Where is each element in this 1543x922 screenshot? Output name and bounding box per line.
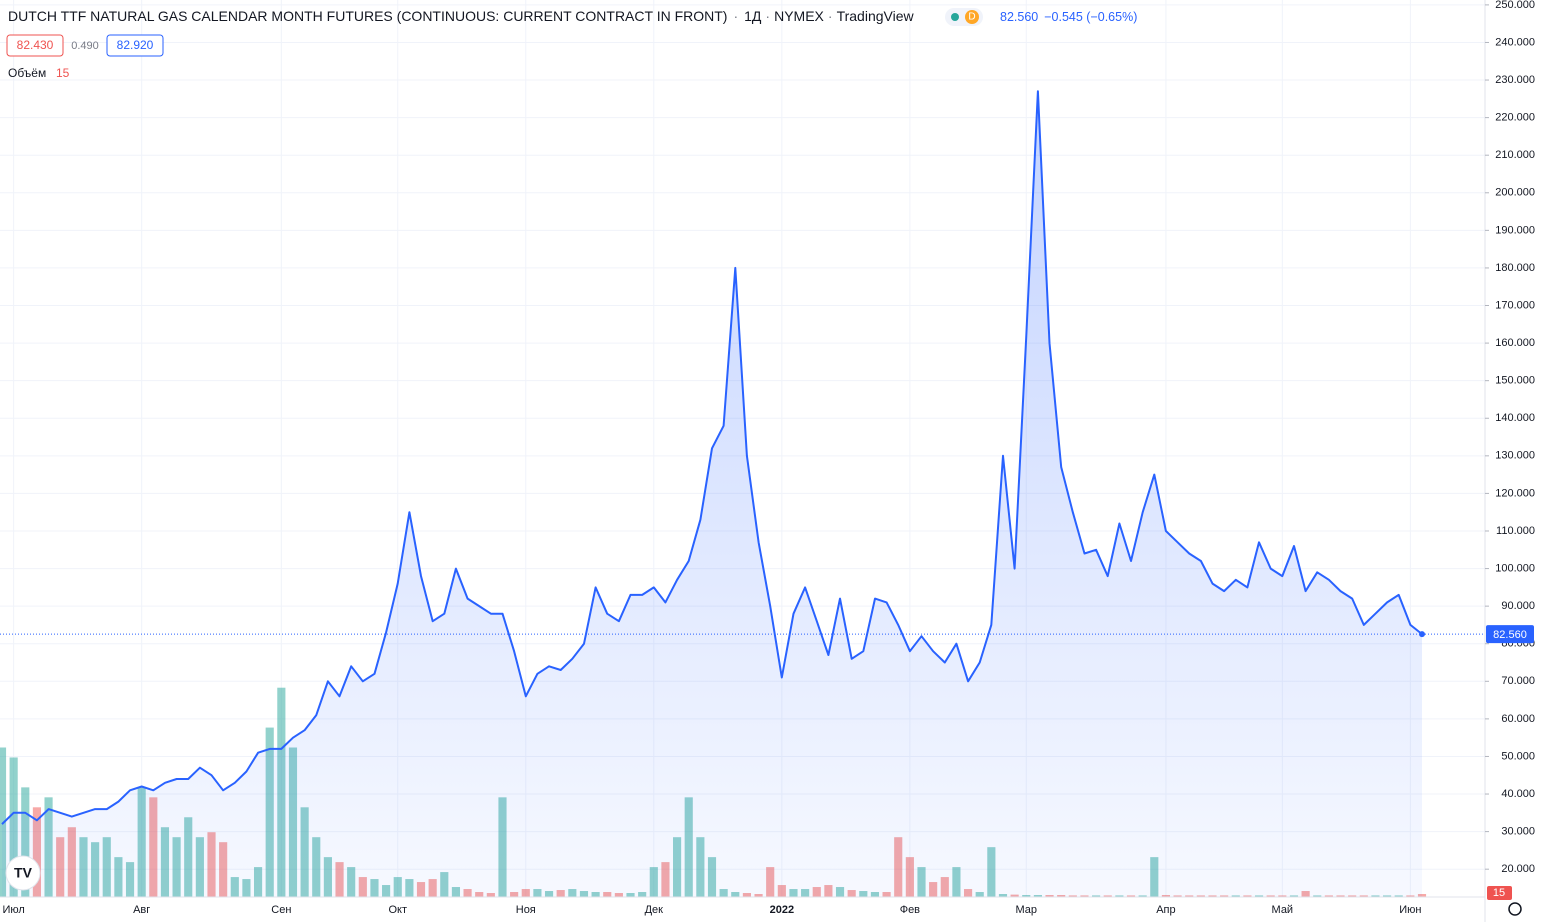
volume-label: Объём bbox=[8, 66, 46, 80]
y-tick-label: 60.000 bbox=[1501, 713, 1535, 725]
spread: 0.490 bbox=[71, 40, 99, 52]
y-tick-label: 160.000 bbox=[1495, 337, 1535, 349]
volume-last: 15 bbox=[56, 66, 70, 80]
y-tick-label: 150.000 bbox=[1495, 375, 1535, 387]
title-text: DUTCH TTF NATURAL GAS CALENDAR MONTH FUT… bbox=[8, 8, 727, 24]
last-price-label: 82.560 bbox=[1493, 629, 1527, 641]
header: DUTCH TTF NATURAL GAS CALENDAR MONTH FUT… bbox=[6, 8, 1137, 80]
x-tick-label: Сен bbox=[271, 904, 291, 916]
y-tick-label: 250.000 bbox=[1495, 0, 1535, 11]
y-tick-label: 200.000 bbox=[1495, 187, 1535, 199]
x-tick-label: Окт bbox=[388, 904, 407, 916]
exchange: NYMEX bbox=[774, 8, 824, 24]
y-tick-label: 140.000 bbox=[1495, 412, 1535, 424]
x-tick-label: Май bbox=[1272, 904, 1294, 916]
source: TradingView bbox=[837, 8, 915, 24]
price-line bbox=[1, 90, 1423, 825]
logo-mark: TV bbox=[14, 865, 33, 881]
y-tick-label: 230.000 bbox=[1495, 74, 1535, 86]
last-price-tag bbox=[1486, 625, 1534, 644]
open-box bbox=[6, 34, 64, 57]
x-tick-label: Дек bbox=[645, 904, 664, 916]
x-tick-label: Авг bbox=[133, 904, 150, 916]
close-value: 82.920 bbox=[117, 38, 154, 52]
last-point bbox=[1419, 631, 1425, 638]
x-tick-label: Апр bbox=[1156, 904, 1175, 916]
y-tick-label: 20.000 bbox=[1501, 863, 1535, 875]
badge: D bbox=[968, 12, 975, 23]
y-tick-label: 240.000 bbox=[1495, 36, 1535, 48]
x-tick-label: Мар bbox=[1015, 904, 1037, 916]
change: −0.545 (−0.65%) bbox=[1044, 10, 1137, 24]
x-tick-label: Фев bbox=[900, 904, 920, 916]
y-tick-label: 90.000 bbox=[1501, 600, 1535, 612]
badge-circle bbox=[965, 10, 979, 24]
x-tick-label: 2022 bbox=[770, 904, 794, 916]
y-tick-label: 220.000 bbox=[1495, 112, 1535, 124]
y-tick-label: 50.000 bbox=[1501, 750, 1535, 762]
settings-icon[interactable] bbox=[1508, 902, 1522, 916]
y-tick-label: 170.000 bbox=[1495, 299, 1535, 311]
y-tick-label: 190.000 bbox=[1495, 224, 1535, 236]
quote: 82.560 −0.545 (−0.65%) bbox=[1000, 10, 1137, 24]
y-tick-label: 100.000 bbox=[1495, 562, 1535, 574]
title: DUTCH TTF NATURAL GAS CALENDAR MONTH FUT… bbox=[8, 8, 914, 24]
open-value: 82.430 bbox=[17, 38, 54, 52]
y-tick-label: 30.000 bbox=[1501, 826, 1535, 838]
y-tick-label: 40.000 bbox=[1501, 788, 1535, 800]
x-tick-label: Ноя bbox=[516, 904, 536, 916]
volume-tag bbox=[1487, 886, 1512, 900]
y-tick-label: 210.000 bbox=[1495, 149, 1535, 161]
close-box bbox=[106, 34, 164, 57]
interval: 1Д bbox=[744, 8, 762, 24]
y-tick-label: 110.000 bbox=[1496, 525, 1535, 537]
x-tick-label: Июн bbox=[1399, 904, 1421, 916]
area bbox=[2, 91, 1422, 898]
y-tick-label: 70.000 bbox=[1501, 675, 1535, 687]
volume-tag-label: 15 bbox=[1493, 887, 1505, 899]
y-tick-label: 130.000 bbox=[1495, 450, 1535, 462]
x-tick-label: Июл bbox=[2, 904, 24, 916]
y-tick-label: 120.000 bbox=[1495, 487, 1535, 499]
logo[interactable] bbox=[5, 855, 41, 891]
status-dot bbox=[951, 13, 959, 21]
y-tick-label: 180.000 bbox=[1495, 262, 1535, 274]
last: 82.560 bbox=[1000, 10, 1038, 24]
